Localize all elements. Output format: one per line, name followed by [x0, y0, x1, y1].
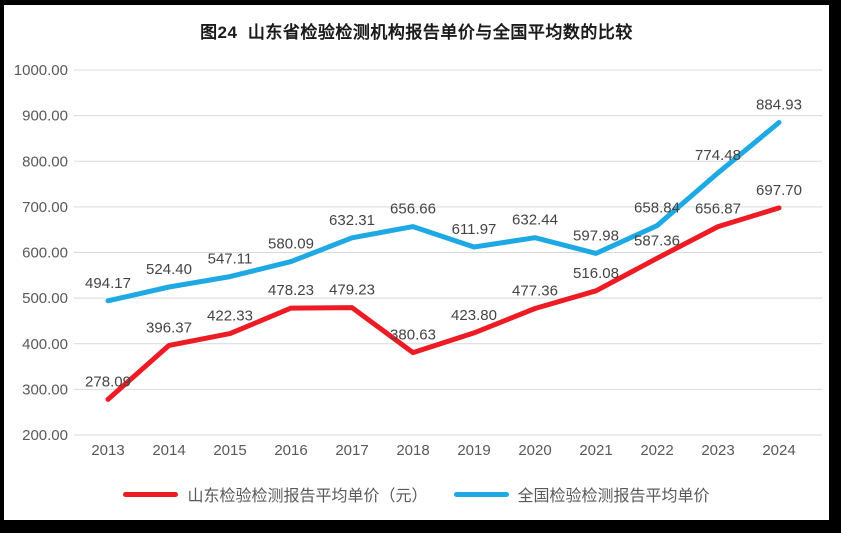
data-label: 423.80	[451, 307, 497, 324]
data-label: 380.63	[390, 327, 436, 344]
x-axis-labels: 2013 2014 2015 2016 2017 2018 2019 2020 2021 2022…	[91, 442, 795, 459]
data-label: 278.09	[85, 373, 131, 390]
data-label: 658.84	[634, 200, 680, 217]
data-label: 479.23	[329, 282, 375, 299]
data-label: 611.97	[452, 221, 497, 238]
data-label: 494.17	[85, 275, 131, 292]
data-label: 516.08	[573, 265, 619, 282]
series-line-0	[105, 205, 782, 402]
x-tick-label: 2017	[335, 442, 368, 459]
x-tick-label: 2022	[640, 442, 673, 459]
data-labels: 278.09 396.37 422.33 478.23 479.23 380.63 423.…	[85, 97, 802, 391]
x-tick-label: 2023	[701, 442, 734, 459]
shandong-line-swatch	[123, 491, 179, 497]
series-lines	[105, 120, 782, 402]
data-label: 597.98	[573, 227, 619, 244]
data-label: 422.33	[207, 308, 253, 325]
line-chart: 200.00 300.00 400.00 500.00 600.00 700.00 800.…	[14, 62, 822, 459]
y-tick-label: 900.00	[22, 108, 68, 125]
x-tick-label: 2014	[152, 442, 185, 459]
data-label: 477.36	[512, 282, 558, 299]
legend: 山东检验检测报告平均单价（元） 全国检验检测报告平均单价	[4, 482, 829, 506]
x-tick-label: 2018	[396, 442, 429, 459]
data-label: 632.44	[512, 212, 558, 229]
y-tick-label: 400.00	[22, 336, 68, 353]
y-tick-label: 300.00	[22, 381, 68, 398]
data-label: 580.09	[268, 236, 314, 253]
x-tick-label: 2016	[274, 442, 307, 459]
data-label: 547.11	[208, 251, 253, 268]
legend-label-shandong: 山东检验检测报告平均单价（元）	[187, 488, 428, 505]
data-label: 587.36	[634, 232, 680, 249]
chart-title: 图24 山东省检验检测机构报告单价与全国平均数的比较	[200, 23, 633, 42]
x-tick-label: 2021	[579, 442, 612, 459]
y-tick-label: 500.00	[22, 290, 68, 307]
y-axis-labels: 200.00 300.00 400.00 500.00 600.00 700.00 800.…	[14, 62, 68, 444]
data-label: 774.48	[695, 147, 741, 164]
x-tick-label: 2019	[457, 442, 490, 459]
y-tick-label: 200.00	[22, 427, 68, 444]
y-tick-label: 700.00	[22, 199, 68, 216]
legend-label-national: 全国检验检测报告平均单价	[517, 488, 710, 505]
gridlines	[74, 69, 822, 436]
y-tick-label: 800.00	[22, 153, 68, 170]
series-line-1	[105, 120, 782, 304]
data-label: 396.37	[146, 319, 192, 336]
data-label: 884.93	[756, 97, 802, 114]
data-label: 632.31	[329, 212, 375, 229]
legend-item-shandong: 山东检验检测报告平均单价（元）	[123, 482, 428, 506]
legend-item-national: 全国检验检测报告平均单价	[453, 482, 710, 506]
x-tick-label: 2013	[91, 442, 124, 459]
x-tick-label: 2015	[213, 442, 246, 459]
data-label: 656.66	[390, 201, 436, 218]
x-tick-label: 2024	[762, 442, 795, 459]
x-tick-label: 2020	[518, 442, 551, 459]
data-label: 697.70	[756, 182, 802, 199]
data-label: 524.40	[146, 261, 192, 278]
y-tick-label: 1000.00	[14, 62, 68, 79]
data-label: 478.23	[268, 282, 314, 299]
national-line-swatch	[453, 491, 509, 497]
y-tick-label: 600.00	[22, 245, 68, 262]
data-label: 656.87	[695, 201, 741, 218]
